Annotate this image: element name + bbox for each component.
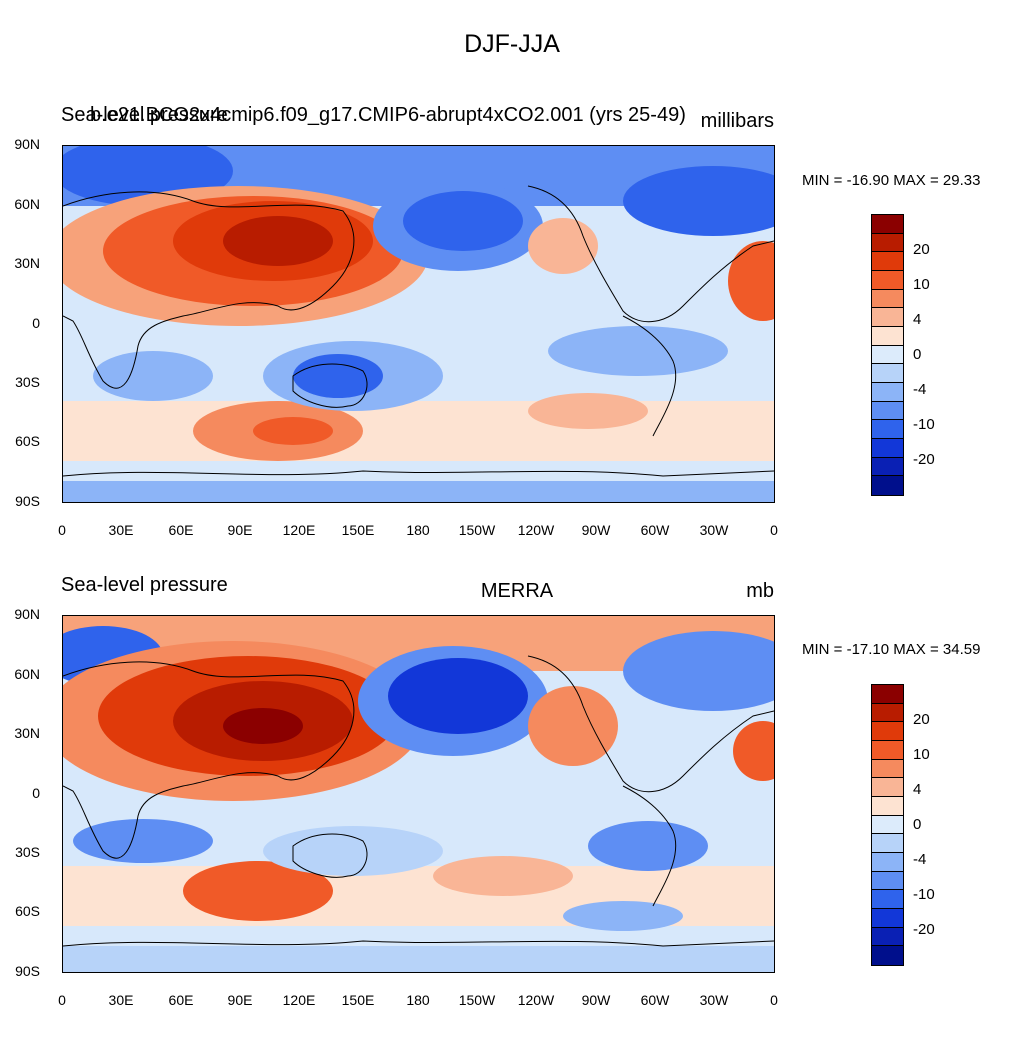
x-tick-label: 30E [108,522,134,538]
y-tick-label: 0 [32,315,40,331]
x-tick-label: 30W [699,522,729,538]
colorbar-label: -10 [913,416,935,433]
x-tick-label: 0 [770,522,778,538]
y-tick-label: 60N [14,196,40,212]
panel-left-label: Sea-level pressure [61,574,228,596]
min-max-stats: MIN = -17.10 MAX = 34.59 [802,641,981,658]
colorbar-label: 10 [913,276,930,293]
x-tick-label: 90E [227,522,253,538]
x-tick-label: 60W [640,522,670,538]
x-tick-label: 30W [699,992,729,1008]
colorbar-swatch [872,364,903,383]
x-tick-label: 60E [168,522,194,538]
y-tick-label: 90N [14,606,40,622]
y-tick-label: 90S [15,493,40,509]
colorbar-label: 10 [913,746,930,763]
x-tick-label: 150E [341,992,375,1008]
colorbar [871,214,904,496]
x-tick-label: 120W [517,522,555,538]
y-tick-label: 30S [15,844,40,860]
x-tick-label: 180 [406,522,430,538]
x-tick-label: 90W [581,522,611,538]
colorbar-swatch [872,308,903,327]
colorbar-swatch [872,722,903,741]
colorbar-swatch [872,401,903,421]
colorbar-swatch [872,796,903,816]
colorbar-label: 20 [913,241,930,258]
y-tick-label: 30S [15,374,40,390]
colorbar-swatch [872,270,903,290]
colorbar-label: 4 [913,311,922,328]
min-max-stats: MIN = -16.90 MAX = 29.33 [802,172,981,189]
x-tick-label: 180 [406,992,430,1008]
x-tick-label: 0 [58,992,66,1008]
colorbar-label: -4 [913,851,927,868]
colorbar-swatch [872,946,903,965]
colorbar-label: -20 [913,921,935,938]
x-tick-label: 120E [282,992,316,1008]
x-tick-label: 150E [341,522,375,538]
panel-units-label: mb [746,580,774,602]
x-tick-label: 90W [581,992,611,1008]
colorbar-swatch [872,871,903,891]
colorbar-swatch [872,834,903,853]
x-tick-label: 60E [168,992,194,1008]
colorbar-swatch [872,252,903,271]
colorbar-swatch [872,420,903,439]
colorbar-label: -4 [913,381,927,398]
observation-map [62,615,775,973]
colorbar-swatch [872,457,903,477]
colorbar-swatch [872,382,903,402]
colorbar-swatch [872,685,903,704]
colorbar-swatch [872,759,903,779]
colorbar-swatch [872,927,903,947]
colorbar-label: 0 [913,346,922,363]
panel-left-label: Sea-level pressure [61,104,228,126]
colorbar-label: 20 [913,711,930,728]
y-tick-label: 60N [14,666,40,682]
y-tick-label: 30N [14,725,40,741]
colorbar-swatch [872,908,903,928]
x-tick-label: 90E [227,992,253,1008]
panel-case-label: b.e21.BCO2x4cmip6.f09_g17.CMIP6-abrupt4x… [90,104,686,126]
colorbar-swatch [872,233,903,253]
colorbar-swatch [872,852,903,872]
y-tick-label: 90S [15,963,40,979]
colorbar-swatch [872,815,903,835]
colorbar-swatch [872,345,903,365]
colorbar-swatch [872,289,903,309]
colorbar-swatch [872,476,903,495]
colorbar-swatch [872,438,903,458]
colorbar-swatch [872,778,903,797]
panel-units-label: millibars [700,110,774,132]
x-tick-label: 0 [770,992,778,1008]
model-panel: Sea-level pressure b.e21.BCO2x4cmip6.f09… [0,104,1024,584]
x-tick-label: 150W [458,522,496,538]
y-tick-label: 90N [14,136,40,152]
colorbar-swatch [872,326,903,346]
colorbar-label: 0 [913,816,922,833]
colorbar-label: 4 [913,781,922,798]
colorbar-label: -20 [913,451,935,468]
colorbar-swatch [872,215,903,234]
observation-panel: Sea-level pressure MERRA mb [0,574,1024,1054]
colorbar-label: -10 [913,886,935,903]
colorbar-swatch [872,890,903,909]
model-map [62,145,775,503]
y-tick-label: 0 [32,785,40,801]
x-tick-label: 30E [108,992,134,1008]
x-tick-label: 120E [282,522,316,538]
y-tick-label: 60S [15,903,40,919]
colorbar [871,684,904,966]
colorbar-swatch [872,740,903,760]
panel-center-label: MERRA [480,580,554,602]
x-tick-label: 0 [58,522,66,538]
x-tick-label: 120W [517,992,555,1008]
y-tick-label: 30N [14,255,40,271]
x-tick-label: 150W [458,992,496,1008]
figure-title: DJF-JJA [464,30,560,58]
x-tick-label: 60W [640,992,670,1008]
y-tick-label: 60S [15,433,40,449]
colorbar-swatch [872,703,903,723]
